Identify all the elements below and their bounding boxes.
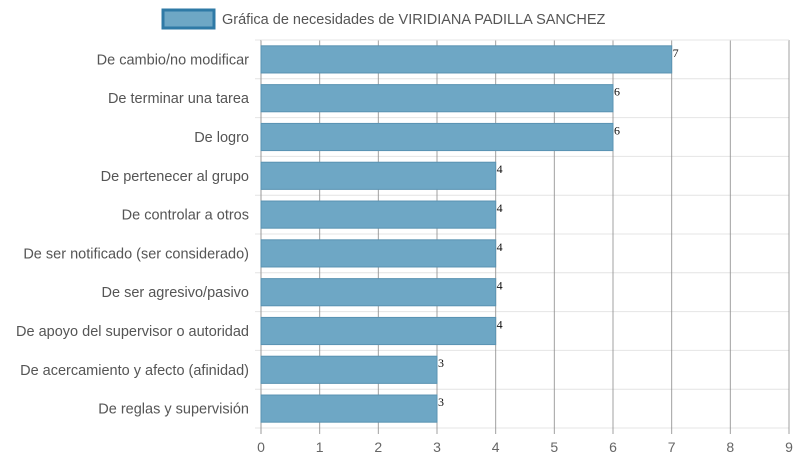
x-tick-labels: 0 1 2 3 4 5 6 7 8 9 (257, 439, 793, 455)
bar[interactable] (260, 122, 614, 152)
category-label: De terminar una tarea (108, 91, 250, 107)
legend-swatch (161, 8, 216, 30)
bar[interactable] (260, 355, 438, 384)
bar[interactable] (260, 45, 673, 74)
bar[interactable] (260, 278, 497, 307)
category-label: De ser agresivo/pasivo (102, 285, 250, 301)
category-label: De logro (194, 130, 249, 146)
x-tick-label: 4 (492, 439, 500, 455)
bar[interactable] (260, 394, 438, 423)
category-label: De controlar a otros (122, 208, 249, 224)
x-tick-label: 6 (609, 439, 617, 455)
legend[interactable]: Gráfica de necesidades de VIRIDIANA PADI… (161, 8, 605, 30)
category-label: De ser notificado (ser considerado) (23, 246, 249, 262)
x-tick-label: 0 (257, 439, 265, 455)
x-tick-label: 5 (550, 439, 558, 455)
legend-label: Gráfica de necesidades de VIRIDIANA PADI… (222, 12, 605, 28)
data-label: 6 (614, 123, 620, 137)
bar[interactable] (260, 239, 497, 268)
category-label: De reglas y supervisión (98, 402, 249, 418)
bar[interactable] (260, 316, 497, 346)
x-tick-label: 9 (785, 439, 793, 455)
data-label: 6 (614, 85, 620, 99)
x-tick-label: 8 (726, 439, 734, 455)
data-label: 4 (497, 162, 503, 176)
category-label: De pertenecer al grupo (101, 169, 249, 185)
bar[interactable] (260, 161, 497, 190)
data-label: 4 (497, 279, 503, 293)
x-tick-label: 7 (668, 439, 676, 455)
category-labels: De cambio/no modificar De terminar una ta… (16, 52, 250, 417)
data-label: 7 (673, 46, 679, 60)
category-label: De cambio/no modificar (97, 52, 249, 68)
category-label: De apoyo del supervisor o autoridad (16, 324, 249, 340)
data-label: 4 (497, 317, 503, 331)
bar[interactable] (260, 84, 614, 113)
data-label: 3 (438, 395, 444, 409)
category-label: De acercamiento y afecto (afinidad) (20, 363, 249, 379)
data-label: 4 (497, 240, 503, 254)
x-tick-label: 3 (433, 439, 441, 455)
data-label: 3 (438, 356, 444, 370)
bars (260, 45, 673, 423)
data-labels: 7 6 6 4 4 4 4 4 3 3 (438, 46, 679, 409)
x-tick-label: 1 (316, 439, 324, 455)
x-tick-label: 2 (374, 439, 382, 455)
bar[interactable] (260, 200, 497, 229)
data-label: 4 (497, 201, 503, 215)
